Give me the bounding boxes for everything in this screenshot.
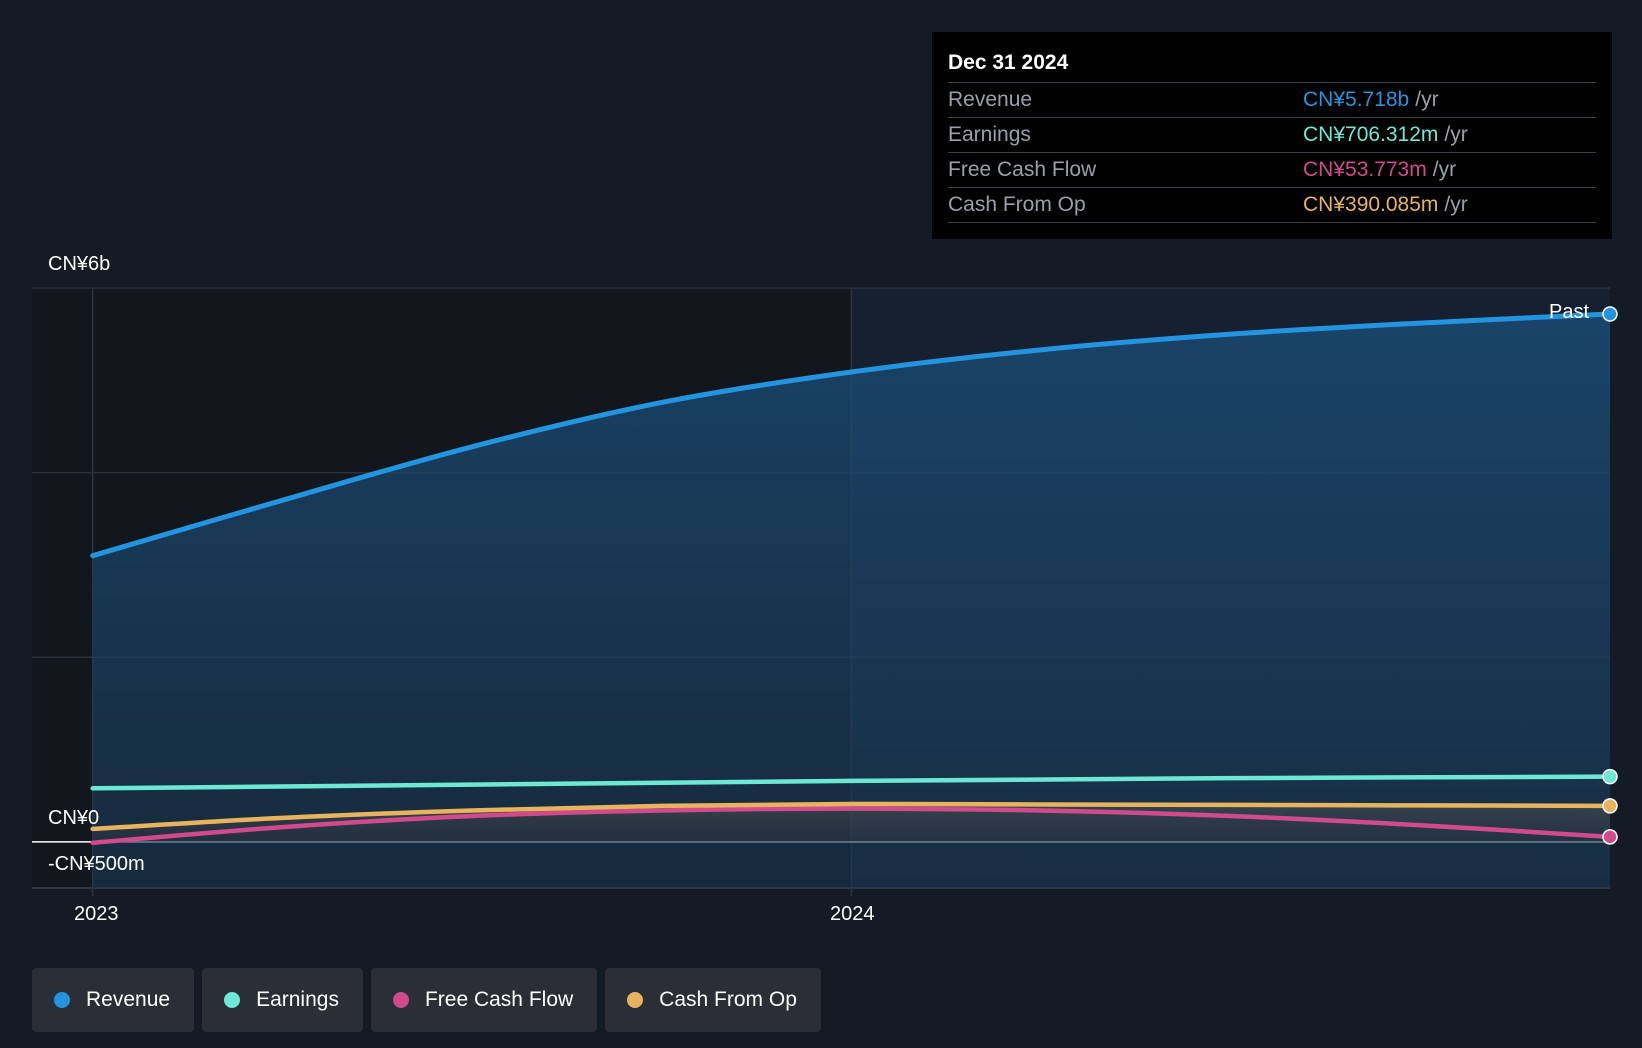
free-cash-flow-end-point <box>1602 829 1618 845</box>
legend-label: Revenue <box>86 988 171 1011</box>
past-label: Past <box>1549 301 1590 323</box>
series-lines <box>90 311 1613 846</box>
earnings-line <box>90 774 1613 791</box>
tooltip-date: Dec 31 2024 <box>948 46 1596 83</box>
tooltip: Dec 31 2024 Revenue CN¥5.718b /yr Earnin… <box>932 32 1612 239</box>
legend-label: Free Cash Flow <box>424 988 574 1011</box>
legend-dot-icon <box>392 992 409 1008</box>
tooltip-value: CN¥706.312m <box>1303 123 1439 146</box>
series-end-points <box>1602 306 1618 845</box>
cash-from-op-area <box>92 803 1611 842</box>
tooltip-value: CN¥53.773m <box>1303 158 1427 181</box>
x-tick-label-2024: 2024 <box>830 903 875 925</box>
tooltip-label: Earnings <box>948 123 1031 146</box>
free-cash-flow-line <box>90 806 1613 846</box>
legend-dot-icon <box>627 992 644 1008</box>
revenue-area <box>92 314 1611 888</box>
revenue-end-point <box>1602 306 1618 322</box>
tooltip-unit: /yr <box>1432 158 1457 181</box>
x-tick-label-2023: 2023 <box>74 903 119 925</box>
tooltip-label: Cash From Op <box>948 193 1086 216</box>
legend-item-revenue[interactable]: Revenue <box>32 968 195 1032</box>
legend-item-earnings[interactable]: Earnings <box>202 968 363 1032</box>
cash-from-op-end-point <box>1602 798 1618 814</box>
tooltip-unit: /yr <box>1415 88 1439 111</box>
earnings-end-point <box>1602 768 1618 785</box>
revenue-line <box>90 311 1613 559</box>
tooltip-value: CN¥390.085m <box>1303 193 1439 216</box>
tooltip-row-cash-from-op: Cash From Op CN¥390.085m /yr <box>948 188 1596 223</box>
tooltip-label: Revenue <box>948 88 1033 111</box>
y-tick-label-bottom: -CN¥500m <box>48 853 145 875</box>
legend-dot-icon <box>224 992 241 1008</box>
tooltip-row-free-cash-flow: Free Cash Flow CN¥53.773m /yr <box>948 153 1596 188</box>
series-areas <box>92 314 1611 888</box>
legend-dot-icon <box>54 992 70 1008</box>
tooltip-unit: /yr <box>1444 123 1468 146</box>
tooltip-label: Free Cash Flow <box>948 158 1097 181</box>
legend-item-free-cash-flow[interactable]: Free Cash Flow <box>370 968 598 1032</box>
tooltip-value: CN¥5.718b <box>1303 88 1410 111</box>
legend-label: Earnings <box>256 988 339 1011</box>
tooltip-row-earnings: Earnings CN¥706.312m /yr <box>948 118 1596 153</box>
tooltip-row-revenue: Revenue CN¥5.718b /yr <box>948 83 1596 118</box>
tooltip-unit: /yr <box>1444 193 1468 216</box>
legend-label: Cash From Op <box>659 988 797 1011</box>
y-tick-label-zero: CN¥0 <box>48 807 100 829</box>
cash-from-op-line <box>90 801 1613 832</box>
legend-item-cash-from-op[interactable]: Cash From Op <box>605 968 821 1032</box>
y-tick-label-top: CN¥6b <box>48 253 111 275</box>
legend: Revenue Earnings Free Cash Flow Cash Fro… <box>32 968 821 1032</box>
